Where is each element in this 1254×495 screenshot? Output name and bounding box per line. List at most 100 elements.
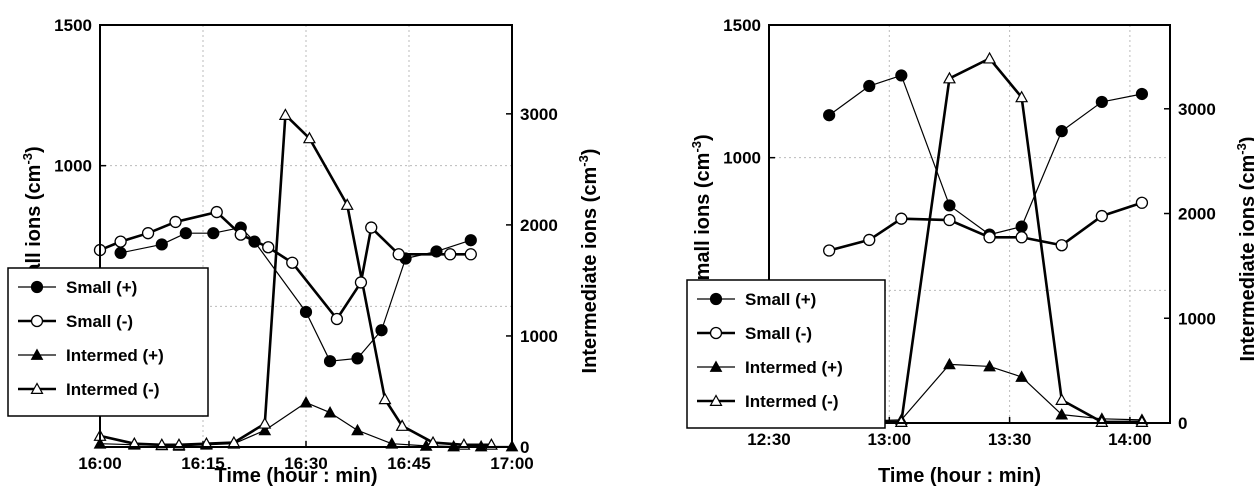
panel2-series-line-0 [828, 74, 1143, 236]
panel2-data-point-1 [1015, 231, 1028, 244]
panel2-data-point-0 [1135, 87, 1149, 101]
panel2-data-point-1 [1095, 209, 1108, 223]
panel2-data-point-3 [1015, 90, 1029, 103]
panel2-y-left-tick-label: 1000 [723, 149, 761, 168]
panel1-x-axis-title: Time (hour : min) [215, 465, 378, 487]
panel1-data-point-3 [302, 131, 316, 144]
panel1-data-point-3 [258, 416, 272, 429]
panel2-data-point-0 [895, 69, 908, 82]
panel1-data-point-1 [464, 248, 477, 261]
panel2-data-point-3 [1055, 393, 1069, 405]
panel2-y-left-tick-label: 1500 [723, 16, 761, 35]
panel2-data-point-1 [895, 212, 908, 225]
panel1-data-point-2 [351, 423, 364, 436]
panel1-data-point-0 [299, 305, 313, 319]
panel1-data-point-2 [258, 423, 272, 436]
panel2-data-point-0 [1095, 95, 1108, 109]
panel2-x-tick-label: 13:00 [868, 430, 911, 449]
panel1-data-point-0 [464, 234, 477, 247]
panel2-data-point-2 [1015, 370, 1028, 382]
panel1-data-point-3 [127, 436, 141, 449]
panel2-data-point-1 [1135, 196, 1149, 209]
panel2-legend-marker-3 [709, 394, 723, 406]
panel2-data-point-0 [1015, 220, 1028, 233]
panel1-legend-label-3: Intermed (-) [66, 380, 160, 399]
panel1-x-tick-label: 16:15 [181, 454, 224, 473]
panel1-y-right-tick-label: 2000 [520, 216, 558, 235]
panel2-data-point-1 [943, 213, 956, 227]
panel1-data-point-1 [365, 221, 378, 234]
panel1-legend-marker-0 [30, 280, 44, 294]
panel1-legend-marker-1 [30, 314, 44, 328]
panel1-data-point-1 [141, 227, 155, 240]
panel2-data-point-2 [1055, 408, 1069, 420]
panel2-y-right-tick-label: 1000 [1178, 309, 1216, 328]
panel2-chart: 12:3013:0013:3014:0050010001500010002000… [686, 16, 1254, 487]
panel1-data-point-2 [385, 437, 399, 449]
panel1-data-point-3 [395, 419, 409, 431]
panel2-y-right-tick-label: 3000 [1178, 100, 1216, 119]
panel1-y-right-tick-label: 3000 [520, 105, 558, 124]
panel1-x-tick-label: 17:00 [490, 454, 533, 473]
panel2-x-tick-label: 12:30 [747, 430, 790, 449]
panel1-y-right-axis-title: Intermediate ions (cm-3) [576, 149, 601, 374]
panel1-data-point-1 [392, 248, 405, 261]
panel2-y-right-tick-label: 0 [1178, 414, 1187, 433]
panel2-y-left-axis-title: Small ions (cm-3) [689, 134, 714, 293]
panel1-data-point-1 [286, 256, 299, 269]
panel1-data-point-0 [248, 235, 261, 248]
panel2-data-point-0 [863, 79, 876, 93]
panel2-data-point-2 [943, 357, 956, 370]
panel1-data-point-2 [474, 439, 488, 452]
panel2-y-right-tick-label: 2000 [1178, 205, 1216, 224]
panel2-data-point-0 [1055, 125, 1068, 138]
panel2-data-point-1 [863, 233, 876, 247]
panel1-legend-label-1: Small (-) [66, 312, 133, 331]
panel2-legend-marker-0 [709, 292, 723, 306]
panel2-data-point-0 [943, 199, 956, 212]
panel2-legend-marker-2 [709, 360, 723, 372]
panel1-data-point-2 [447, 439, 460, 452]
panel1-data-point-1 [114, 235, 127, 248]
panel1-x-tick-label: 16:30 [284, 454, 327, 473]
panel1-data-point-0 [179, 227, 192, 240]
panel1-x-tick-label: 16:45 [387, 454, 430, 473]
panel1-y-right-tick-label: 1000 [520, 327, 558, 346]
panel2-data-point-2 [983, 359, 996, 372]
panel2-y-right-axis-title: Intermediate ions (cm-3) [1234, 137, 1254, 362]
panel2-legend-label-0: Small (+) [745, 290, 816, 309]
panel2-legend-label-3: Intermed (-) [745, 392, 839, 411]
panel2-x-tick-label: 13:30 [988, 430, 1031, 449]
panel1-legend-label-0: Small (+) [66, 278, 137, 297]
panel1-data-point-3 [378, 392, 392, 405]
panel1-data-point-1 [354, 276, 368, 289]
panel1-chart: 16:0016:1516:3016:4517:00500100015000100… [7, 16, 601, 487]
panel1-data-point-1 [330, 312, 344, 326]
panel2-data-point-1 [983, 231, 996, 244]
panel1-legend-marker-3 [30, 382, 44, 394]
panel1-data-point-1 [262, 241, 275, 254]
panel1-data-point-0 [351, 352, 364, 365]
panel1-y-right-tick-label: 0 [520, 438, 529, 457]
panel1-data-point-3 [278, 108, 292, 120]
panel1-data-point-0 [114, 246, 127, 259]
panel2-x-tick-label: 14:00 [1108, 430, 1151, 449]
panel1-data-point-2 [323, 406, 337, 418]
panel2-legend-label-1: Small (-) [745, 324, 812, 343]
panel2-data-point-1 [823, 244, 836, 257]
panel1-data-point-0 [375, 324, 388, 337]
panel1-data-point-2 [299, 396, 313, 408]
panel1-y-left-tick-label: 1500 [54, 16, 92, 35]
panel1-legend-label-2: Intermed (+) [66, 346, 164, 365]
panel1-legend-marker-2 [30, 348, 44, 360]
panel2-data-point-3 [942, 71, 956, 84]
panel1-data-point-1 [234, 228, 247, 241]
panel2-plot-frame [768, 24, 1171, 424]
panel1-data-point-1 [210, 205, 223, 219]
panel2-x-axis-title: Time (hour : min) [878, 465, 1041, 487]
panel2-data-point-1 [1055, 239, 1068, 252]
panel1-data-point-0 [323, 355, 337, 368]
panel1-data-point-0 [155, 238, 168, 251]
panel2-data-point-0 [823, 109, 836, 122]
